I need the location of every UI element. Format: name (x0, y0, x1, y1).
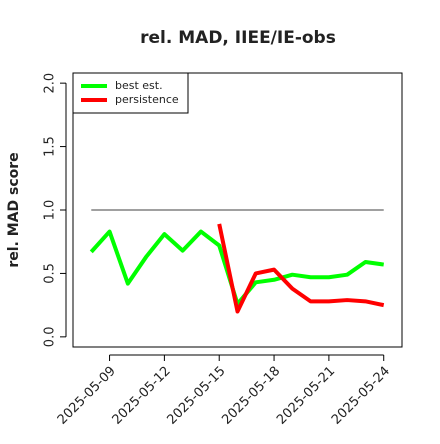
x-tick-label: 2025-05-24 (329, 364, 393, 428)
x-tick-label: 2025-05-12 (110, 364, 174, 428)
x-tick-label: 2025-05-09 (55, 364, 119, 428)
line-series (217, 223, 385, 314)
chart-title: rel. MAD, IIEE/IE-obs (140, 28, 336, 48)
y-axis-label: rel. MAD score (6, 152, 22, 267)
y-tick-label: 1.0 (43, 200, 58, 221)
y-tick-label: 2.0 (43, 73, 58, 94)
y-tick-label: 1.5 (43, 136, 58, 157)
x-tick-label: 2025-05-15 (164, 364, 228, 428)
legend-label: best est. (115, 79, 163, 92)
x-tick-label: 2025-05-21 (274, 364, 338, 428)
y-tick-label: 0.5 (43, 263, 58, 284)
y-tick-label: 0.0 (43, 327, 58, 348)
legend-box (72, 72, 189, 114)
legend-label: persistence (115, 93, 179, 106)
plot-box (72, 72, 403, 348)
line-series (89, 229, 384, 306)
x-tick-label: 2025-05-18 (219, 364, 283, 428)
